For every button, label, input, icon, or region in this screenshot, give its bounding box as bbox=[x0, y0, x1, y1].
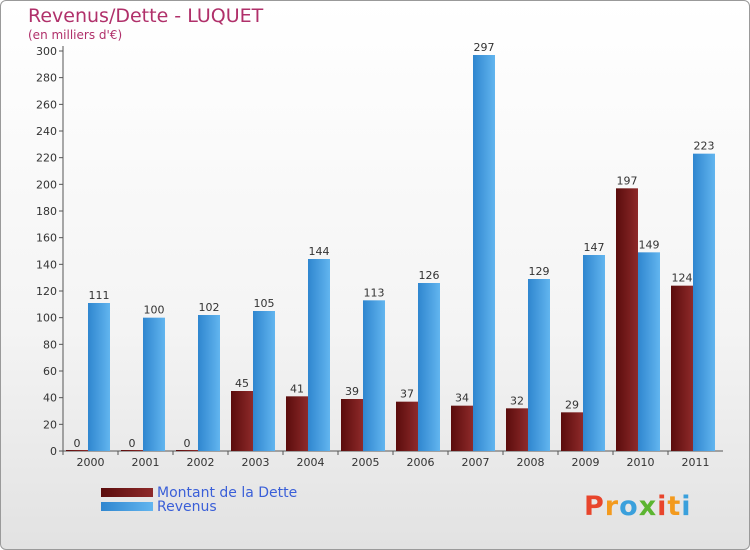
data-label: 0 bbox=[184, 437, 191, 450]
x-tick-label: 2009 bbox=[572, 456, 600, 469]
data-label: 32 bbox=[510, 394, 524, 407]
debt-bar bbox=[231, 391, 253, 451]
y-tick-label: 260 bbox=[36, 98, 57, 111]
revenue-bar bbox=[88, 303, 110, 451]
legend-swatch bbox=[101, 488, 153, 497]
axes: 0 20 40 60 80 100 120 140 160 180 200 220 240 260 280 3… bbox=[36, 45, 723, 469]
chart-subtitle: (en milliers d'€) bbox=[28, 28, 123, 42]
y-tick-label: 100 bbox=[36, 312, 57, 325]
y-tick-label: 280 bbox=[36, 72, 57, 85]
revenue-bar bbox=[308, 259, 330, 451]
legend-swatch bbox=[101, 502, 153, 511]
y-tick-label: 20 bbox=[43, 418, 57, 431]
data-label: 0 bbox=[74, 437, 81, 450]
y-tick-label: 0 bbox=[50, 445, 57, 458]
y-tick-label: 220 bbox=[36, 152, 57, 165]
data-label: 102 bbox=[199, 301, 220, 314]
debt-bar bbox=[286, 396, 308, 451]
logo-letter: P bbox=[584, 491, 605, 522]
debt-bar bbox=[121, 450, 143, 451]
y-tick-label: 200 bbox=[36, 178, 57, 191]
revenue-bar bbox=[198, 315, 220, 451]
revenue-bar bbox=[363, 300, 385, 451]
x-tick-label: 2006 bbox=[407, 456, 435, 469]
data-label: 29 bbox=[565, 398, 579, 411]
chart-title: Revenus/Dette - LUQUET bbox=[28, 5, 264, 27]
debt-bar bbox=[451, 405, 473, 451]
y-tick-label: 240 bbox=[36, 125, 57, 138]
data-label: 111 bbox=[89, 289, 110, 302]
data-label: 41 bbox=[290, 382, 304, 395]
y-tick-label: 80 bbox=[43, 338, 57, 351]
x-tick-label: 2008 bbox=[517, 456, 545, 469]
debt-bar bbox=[561, 412, 583, 451]
data-label: 124 bbox=[672, 272, 693, 285]
x-tick-label: 2000 bbox=[77, 456, 105, 469]
logo-letter: i bbox=[657, 491, 668, 522]
revenue-bar bbox=[693, 153, 715, 451]
x-tick-label: 2003 bbox=[242, 456, 270, 469]
y-tick-label: 40 bbox=[43, 392, 57, 405]
debt-bar bbox=[616, 188, 638, 452]
debt-bar bbox=[506, 408, 528, 451]
revenue-bar bbox=[473, 55, 495, 451]
data-label: 37 bbox=[400, 388, 414, 401]
debt-bar bbox=[341, 399, 363, 451]
data-label: 0 bbox=[129, 437, 136, 450]
logo-letter: o bbox=[619, 491, 639, 522]
data-label: 147 bbox=[584, 241, 605, 254]
data-label: 297 bbox=[474, 41, 495, 54]
x-tick-label: 2002 bbox=[187, 456, 215, 469]
x-tick-label: 2004 bbox=[297, 456, 325, 469]
proxiti-logo: Proxiti bbox=[584, 491, 692, 522]
y-tick-label: 120 bbox=[36, 285, 57, 298]
data-label: 144 bbox=[309, 245, 330, 258]
data-label: 34 bbox=[455, 392, 469, 405]
debt-bar bbox=[66, 450, 88, 451]
revenue-bar bbox=[253, 311, 275, 451]
y-tick-label: 180 bbox=[36, 205, 57, 218]
legend-label: Revenus bbox=[157, 499, 217, 515]
x-tick-label: 2005 bbox=[352, 456, 380, 469]
y-tick-label: 160 bbox=[36, 232, 57, 245]
data-label: 126 bbox=[419, 269, 440, 282]
revenue-bar bbox=[143, 317, 165, 451]
logo-letter: i bbox=[681, 491, 692, 522]
y-tick-label: 60 bbox=[43, 365, 57, 378]
data-label: 223 bbox=[694, 140, 715, 153]
x-tick-label: 2010 bbox=[627, 456, 655, 469]
data-label: 197 bbox=[617, 174, 638, 187]
logo-letter: x bbox=[638, 491, 658, 522]
revenue-bar bbox=[638, 252, 660, 451]
debt-bar bbox=[176, 450, 198, 451]
debt-bar bbox=[671, 285, 693, 451]
data-label: 100 bbox=[144, 304, 165, 317]
data-label: 113 bbox=[364, 286, 385, 299]
data-label: 105 bbox=[254, 297, 275, 310]
data-label: 129 bbox=[529, 265, 550, 278]
data-label: 149 bbox=[639, 238, 660, 251]
revenue-bar bbox=[528, 279, 550, 451]
logo-letter: r bbox=[604, 491, 620, 522]
x-tick-label: 2001 bbox=[132, 456, 160, 469]
x-tick-label: 2011 bbox=[682, 456, 710, 469]
revenue-bar bbox=[418, 283, 440, 451]
x-tick-label: 2007 bbox=[462, 456, 490, 469]
logo-letter: t bbox=[667, 491, 682, 522]
legend-label: Montant de la Dette bbox=[157, 485, 297, 501]
bars: 0 0 0 45 41 39 37 34 32 29 197 124 111 100 102 105 144 11… bbox=[66, 41, 715, 452]
debt-bar bbox=[396, 401, 418, 451]
revenue-bar bbox=[583, 255, 605, 451]
y-tick-label: 140 bbox=[36, 258, 57, 271]
data-label: 39 bbox=[345, 385, 359, 398]
y-tick-label: 300 bbox=[36, 45, 57, 58]
data-label: 45 bbox=[235, 377, 249, 390]
